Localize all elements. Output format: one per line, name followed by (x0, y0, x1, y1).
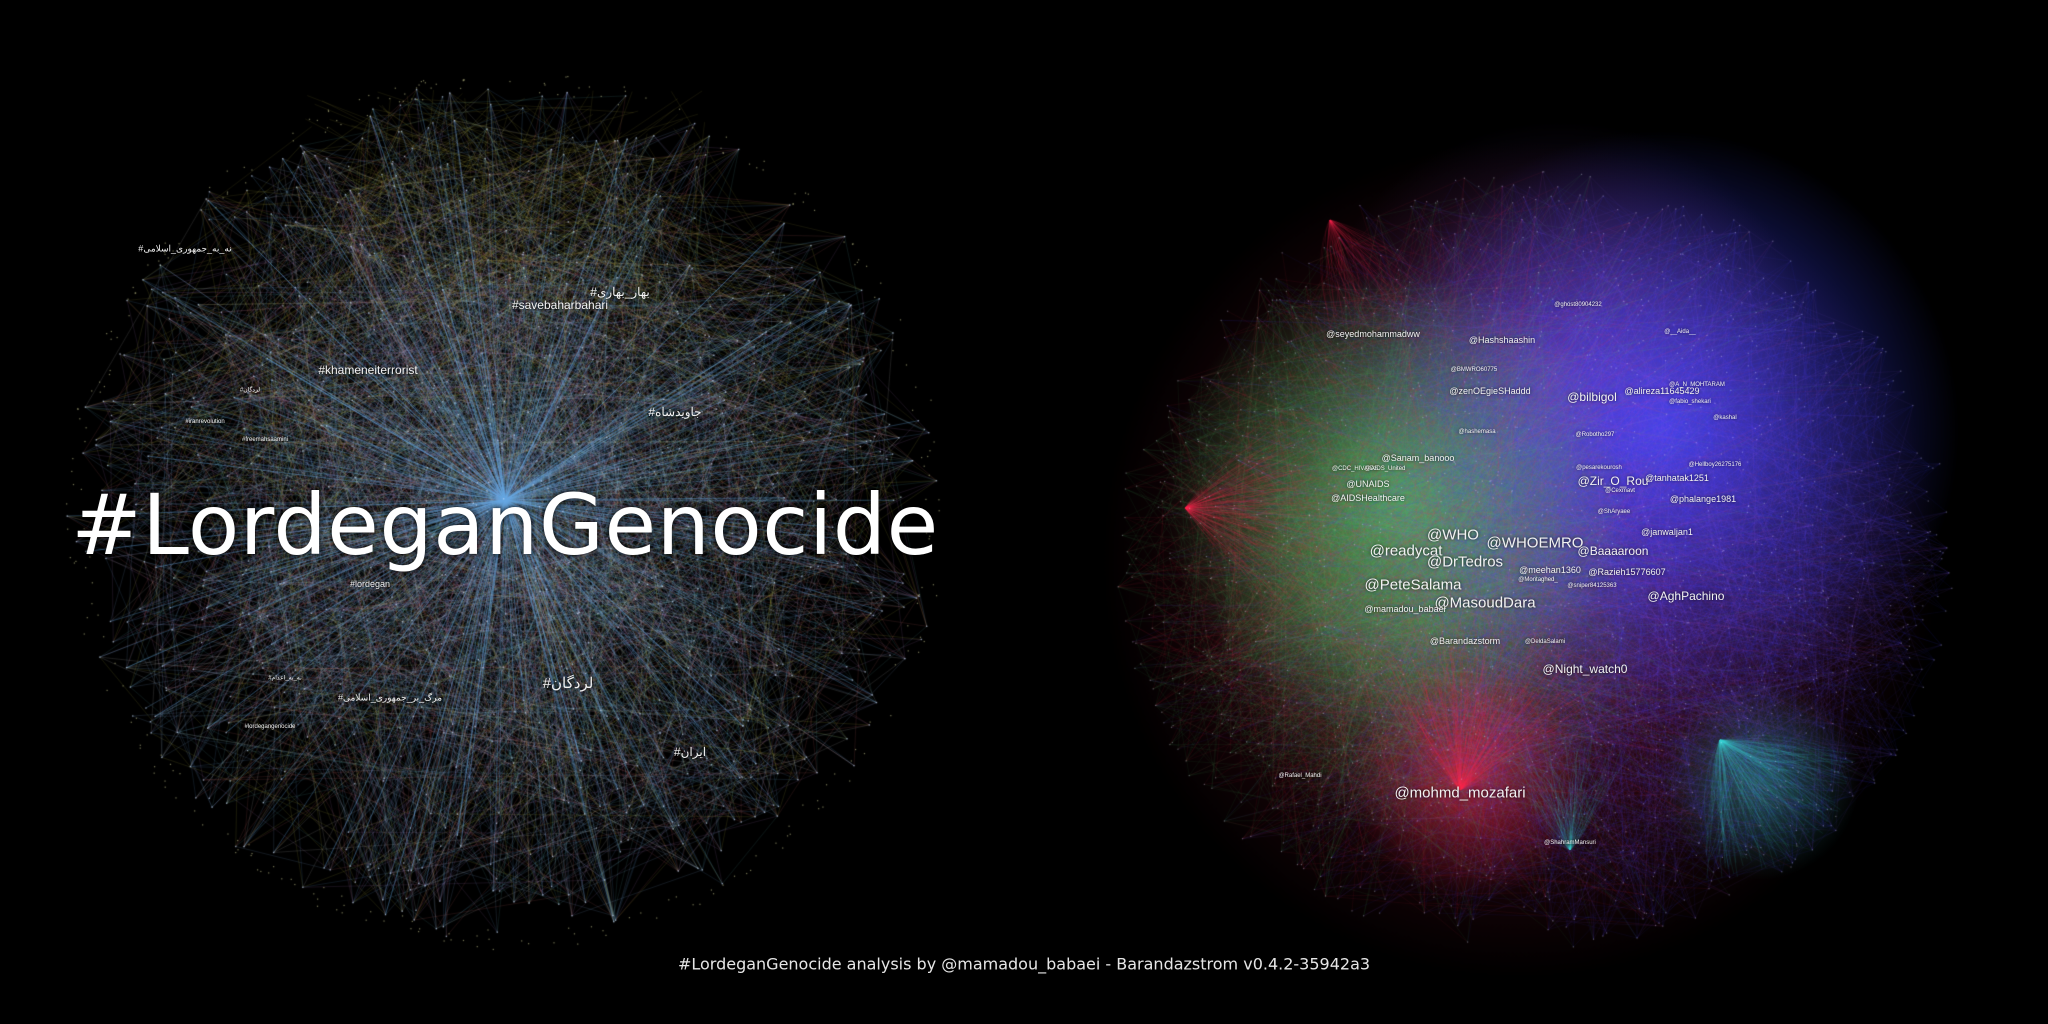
mention-node-label: @pesarekourosh (1576, 465, 1622, 471)
mention-node-label: @Barandazstorm (1429, 636, 1501, 646)
mention-node-label: @Night_watch0 (1542, 662, 1628, 676)
mention-node-label: @AghPachino (1647, 589, 1725, 603)
mention-node-label: @AIDSHealthcare (1331, 493, 1405, 503)
hashtag-node-label: #لردگان (239, 387, 261, 394)
mention-node-label: @Hashshaashin (1468, 335, 1536, 345)
hashtag-node-label: #نه_به_جمهوری_اسلامی (138, 243, 232, 254)
hashtag-node-label: #freemahsaamini (241, 437, 289, 443)
mention-node-label: @mamadou_babaei (1364, 604, 1446, 614)
mention-node-label: @Razieh15776607 (1588, 567, 1666, 577)
hashtag-node-label: #iranrevolution (185, 419, 225, 425)
hashtag-node-label: #lordegangenocide (244, 724, 296, 730)
hashtag-node-label: #جاویدشاه (648, 405, 702, 419)
mention-node-label: @WHOEMRO (1486, 534, 1584, 552)
mention-node-label: @kashal (1713, 415, 1737, 421)
hashtag-node-label: #savebaharbahari (511, 298, 609, 312)
hashtag-node-label: #نه_به_اعدام (268, 675, 302, 682)
mention-node-label: @Robotho297 (1575, 432, 1615, 438)
hashtag-node-label: #لردگان (542, 675, 594, 692)
mention-node-label: @A_N_MOHTARAM (1669, 382, 1725, 388)
mention-node-label: @WHO (1427, 526, 1479, 544)
mention-node-label: @zenOEgieSHaddd (1449, 386, 1531, 396)
mention-node-label: @hashemasa (1458, 429, 1496, 435)
mention-node-label: @CDC_HIVAIDS (1332, 466, 1378, 472)
hashtag-node-label: #مرگ_بر_جمهوری_اسلامی (337, 692, 443, 703)
mention-node-label: @Montaghed_ (1518, 577, 1558, 583)
graph-title: #LordeganGenocide (71, 476, 939, 574)
mention-node-label: @ShahramMansuri (1544, 840, 1596, 846)
footer-credit: #LordeganGenocide analysis by @mamadou_b… (677, 954, 1371, 974)
mention-node-label: @PeteSalama (1364, 576, 1462, 594)
mention-node-label: @Rafael_Mahdi (1278, 773, 1322, 779)
mention-node-label: @meehan1360 (1519, 565, 1581, 575)
mention-node-label: @seyedmohammadww (1326, 329, 1420, 339)
mention-node-label: @Sanam_banooo (1381, 453, 1455, 463)
mention-node-label: @phalange1981 (1669, 494, 1737, 504)
mention-node-label: @bilbigol (1567, 390, 1617, 404)
mention-node-label: @alireza11645429 (1624, 386, 1700, 396)
mention-node-label: @UNAIDS (1346, 479, 1390, 489)
mention-node-label: @AIDS_United (1364, 466, 1406, 472)
mention-node-label: @readycat (1369, 542, 1443, 560)
mention-node-label: @DeldaSalami (1524, 639, 1566, 645)
hashtag-node-label: #khameneiterrorist (318, 363, 418, 377)
mention-node-label: @tanhatak1251 (1645, 473, 1709, 483)
mention-node-label: @Hellboy26275176 (1688, 462, 1742, 468)
mention-node-label: @janwaljan1 (1641, 527, 1693, 537)
mention-node-label: @sniper84125363 (1567, 583, 1617, 589)
mention-node-label: @__Aida__ (1664, 329, 1696, 335)
hashtag-node-label: #بهار_بهاری (590, 285, 650, 299)
mention-node-label: @Cexmavt (1605, 488, 1635, 494)
hashtag-node-label: #lordegan (349, 579, 391, 589)
mention-node-label: @BMWRO60775 (1450, 367, 1498, 373)
hashtag-node-label: #ایران (673, 745, 707, 759)
mention-node-label: @Zir_O_Rou (1577, 474, 1649, 488)
mention-node-label: @ghost80904232 (1554, 302, 1602, 308)
mention-node-label: @fabio_shekari (1669, 399, 1711, 405)
mention-node-label: @Baaaaroon (1577, 544, 1649, 558)
mention-node-label: @ShAryaee (1597, 509, 1631, 515)
mention-node-label: @DrTedros (1426, 553, 1504, 571)
mention-node-label: @MasoudDara (1434, 594, 1536, 612)
mention-node-label: @mohmd_mozafari (1394, 784, 1526, 802)
